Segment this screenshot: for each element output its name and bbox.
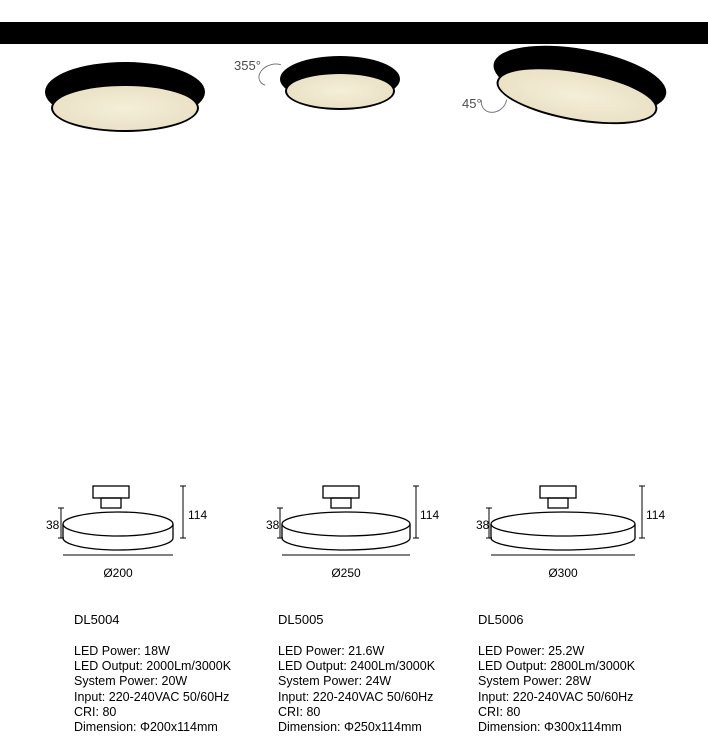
dimension-svg	[48, 480, 208, 565]
spec-line: LED Output: 2000Lm/3000K	[74, 659, 274, 674]
lamp-mount	[565, 24, 595, 36]
tilt-angle-label: 45°	[462, 96, 482, 111]
spec-line: Dimension: Φ250x114mm	[278, 720, 478, 735]
lamp-face	[51, 84, 199, 132]
dim-label-diameter: Ø200	[48, 566, 188, 580]
spec-line: LED Output: 2400Lm/3000K	[278, 659, 478, 674]
spec-column: DL5006 LED Power: 25.2W LED Output: 2800…	[478, 612, 678, 735]
lamp-mount	[330, 30, 358, 42]
dim-label-height-total: 114	[420, 508, 439, 522]
spec-line: CRI: 80	[478, 705, 678, 720]
lamp-face	[285, 72, 395, 110]
lamp-mount	[110, 28, 144, 42]
dimension-svg	[268, 480, 443, 565]
spec-line: LED Output: 2800Lm/3000K	[478, 659, 678, 674]
spec-line: CRI: 80	[74, 705, 274, 720]
spec-model: DL5005	[278, 612, 478, 628]
spec-line: LED Power: 18W	[74, 644, 274, 659]
spec-line: Dimension: Φ200x114mm	[74, 720, 274, 735]
dimension-drawing: 38 114 Ø200	[48, 480, 258, 580]
spec-model: DL5004	[74, 612, 274, 628]
spec-line: Dimension: Φ300x114mm	[478, 720, 678, 735]
hero-product-images: 355° 45°	[0, 0, 708, 160]
dim-label-height-small: 38	[46, 518, 59, 532]
spec-line: Input: 220-240VAC 50/60Hz	[278, 690, 478, 705]
spec-line: Input: 220-240VAC 50/60Hz	[74, 690, 274, 705]
spec-line: Input: 220-240VAC 50/60Hz	[478, 690, 678, 705]
spec-line: System Power: 24W	[278, 674, 478, 689]
dimension-svg	[478, 480, 668, 565]
dimension-drawing: 38 114 Ø300	[478, 480, 688, 580]
dim-label-height-total: 114	[188, 508, 207, 522]
spec-column: DL5005 LED Power: 21.6W LED Output: 2400…	[278, 612, 478, 735]
spec-line: System Power: 20W	[74, 674, 274, 689]
spec-line: CRI: 80	[278, 705, 478, 720]
rotation-angle-label: 355°	[234, 58, 261, 73]
dim-label-diameter: Ø250	[268, 566, 424, 580]
spec-line: LED Power: 21.6W	[278, 644, 478, 659]
dim-label-height-small: 38	[476, 518, 489, 532]
dimension-drawings-row: 38 114 Ø200 38 114	[0, 480, 708, 580]
dim-label-height-total: 114	[646, 508, 665, 522]
spec-line: LED Power: 25.2W	[478, 644, 678, 659]
dim-label-height-small: 38	[266, 518, 279, 532]
dim-label-diameter: Ø300	[478, 566, 648, 580]
dimension-drawing: 38 114 Ø250	[268, 480, 478, 580]
spec-line: System Power: 28W	[478, 674, 678, 689]
spec-model: DL5006	[478, 612, 678, 628]
spec-column: DL5004 LED Power: 18W LED Output: 2000Lm…	[74, 612, 274, 735]
